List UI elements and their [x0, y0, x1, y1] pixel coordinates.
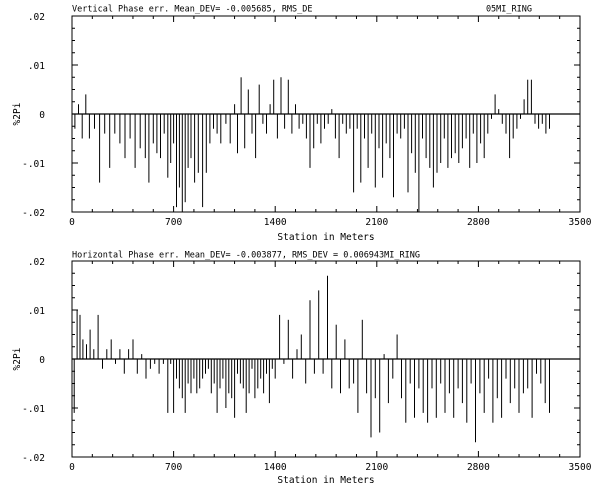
- y-tick-label: -.01: [22, 404, 45, 415]
- x-tick-label: 1400: [264, 462, 287, 473]
- y-tick-label: -.02: [22, 453, 45, 464]
- y-axis-label: %2Pi: [12, 102, 23, 125]
- x-tick-label: 2800: [467, 462, 490, 473]
- x-tick-label: 3500: [569, 217, 592, 228]
- y-axis-label: %2Pi: [12, 347, 23, 370]
- y-tick-label: -.01: [22, 159, 45, 170]
- y-tick-label: -.02: [22, 208, 45, 219]
- x-tick-label: 0: [69, 462, 75, 473]
- x-tick-label: 1400: [264, 217, 287, 228]
- y-tick-label: .02: [28, 257, 45, 268]
- chart-title-right: 05MI_RING: [486, 5, 532, 15]
- chart-title: Horizontal Phase err. Mean_DEV= -0.00387…: [72, 251, 420, 261]
- x-tick-label: 2800: [467, 217, 490, 228]
- x-tick-label: 3500: [569, 462, 592, 473]
- y-tick-label: .01: [28, 61, 45, 72]
- x-tick-label: 2100: [365, 462, 388, 473]
- horizontal-phase-error-panel: Horizontal Phase err. Mean_DEV= -0.00387…: [12, 251, 592, 485]
- y-tick-label: .01: [28, 306, 45, 317]
- x-tick-label: 700: [165, 462, 182, 473]
- y-tick-label: 0: [39, 355, 45, 366]
- x-tick-label: 2100: [365, 217, 388, 228]
- x-tick-label: 0: [69, 217, 75, 228]
- y-tick-label: 0: [39, 110, 45, 121]
- vertical-phase-error-panel: Vertical Phase err. Mean_DEV= -0.005685,…: [12, 5, 592, 244]
- chart-title: Vertical Phase err. Mean_DEV= -0.005685,…: [72, 5, 313, 15]
- y-tick-label: .02: [28, 12, 45, 23]
- x-axis-label: Station in Meters: [277, 475, 374, 485]
- x-tick-label: 700: [165, 217, 182, 228]
- x-axis-label: Station in Meters: [277, 232, 374, 243]
